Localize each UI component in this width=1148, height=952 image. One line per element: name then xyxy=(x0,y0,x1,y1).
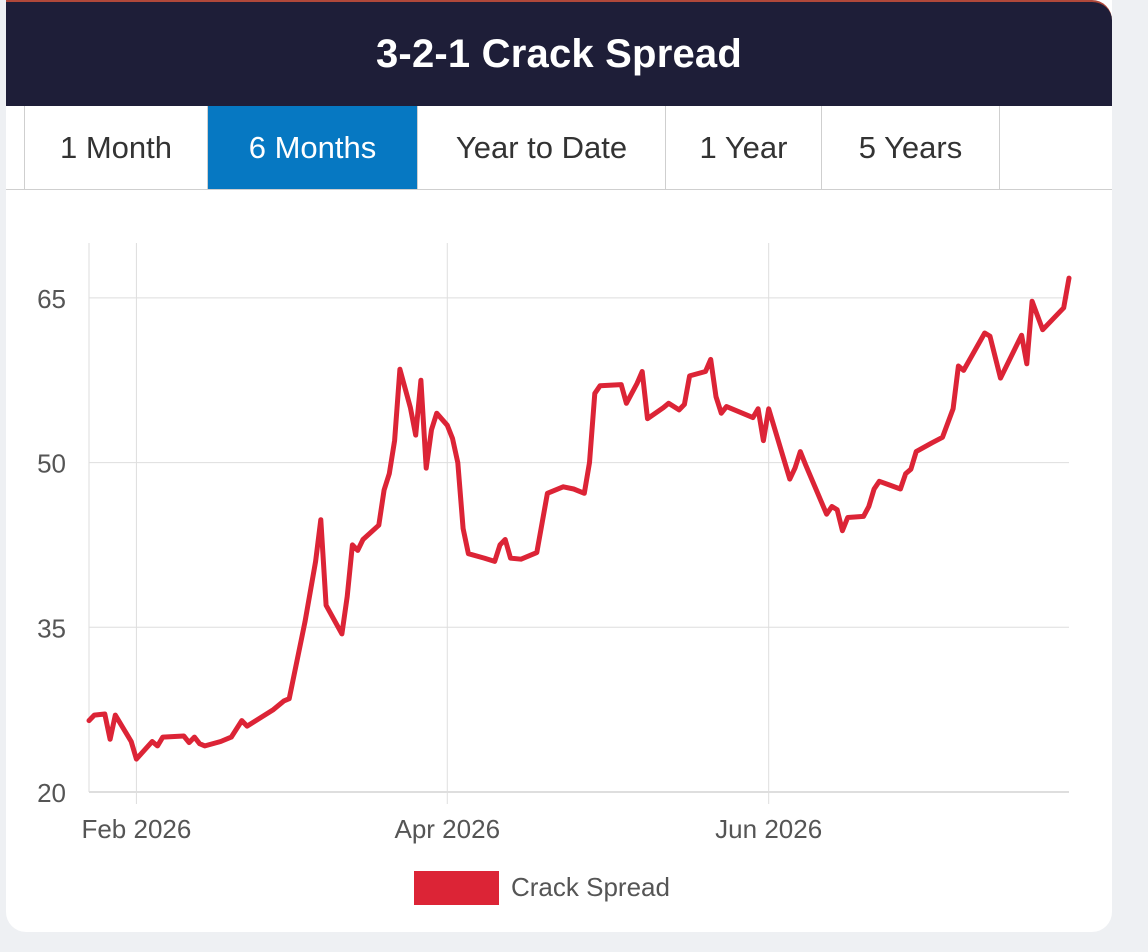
x-tick-label: Apr 2026 xyxy=(395,814,501,844)
y-tick-label: 50 xyxy=(37,449,66,479)
x-tick-label: Feb 2026 xyxy=(81,814,191,844)
y-tick-label: 20 xyxy=(37,778,66,808)
chart-area: 20 35 50 65 Feb 2026 Apr 2026 Jun 2026 Crack Sp… xyxy=(6,190,1112,932)
crack-spread-line xyxy=(86,275,1072,762)
line-chart: 20 35 50 65 Feb 2026 Apr 2026 Jun 2026 Crack Sp… xyxy=(37,243,1072,905)
tab-year-to-date[interactable]: Year to Date xyxy=(417,106,666,189)
tab-5-years[interactable]: 5 Years xyxy=(821,106,1000,189)
y-tick-label: 65 xyxy=(37,284,66,314)
chart-card: 3-2-1 Crack Spread 1 Month 6 Months Year… xyxy=(6,0,1112,932)
chart-title: 3-2-1 Crack Spread xyxy=(375,31,742,76)
legend-label: Crack Spread xyxy=(511,872,670,902)
chart-header: 3-2-1 Crack Spread xyxy=(6,0,1112,106)
x-tick-label: Jun 2026 xyxy=(715,814,822,844)
tab-1-month[interactable]: 1 Month xyxy=(24,106,208,189)
tab-1-year[interactable]: 1 Year xyxy=(665,106,822,189)
time-range-tabs: 1 Month 6 Months Year to Date 1 Year 5 Y… xyxy=(6,106,1112,190)
tab-6-months[interactable]: 6 Months xyxy=(208,106,417,189)
y-tick-label: 35 xyxy=(37,613,66,643)
legend-swatch xyxy=(414,871,499,905)
